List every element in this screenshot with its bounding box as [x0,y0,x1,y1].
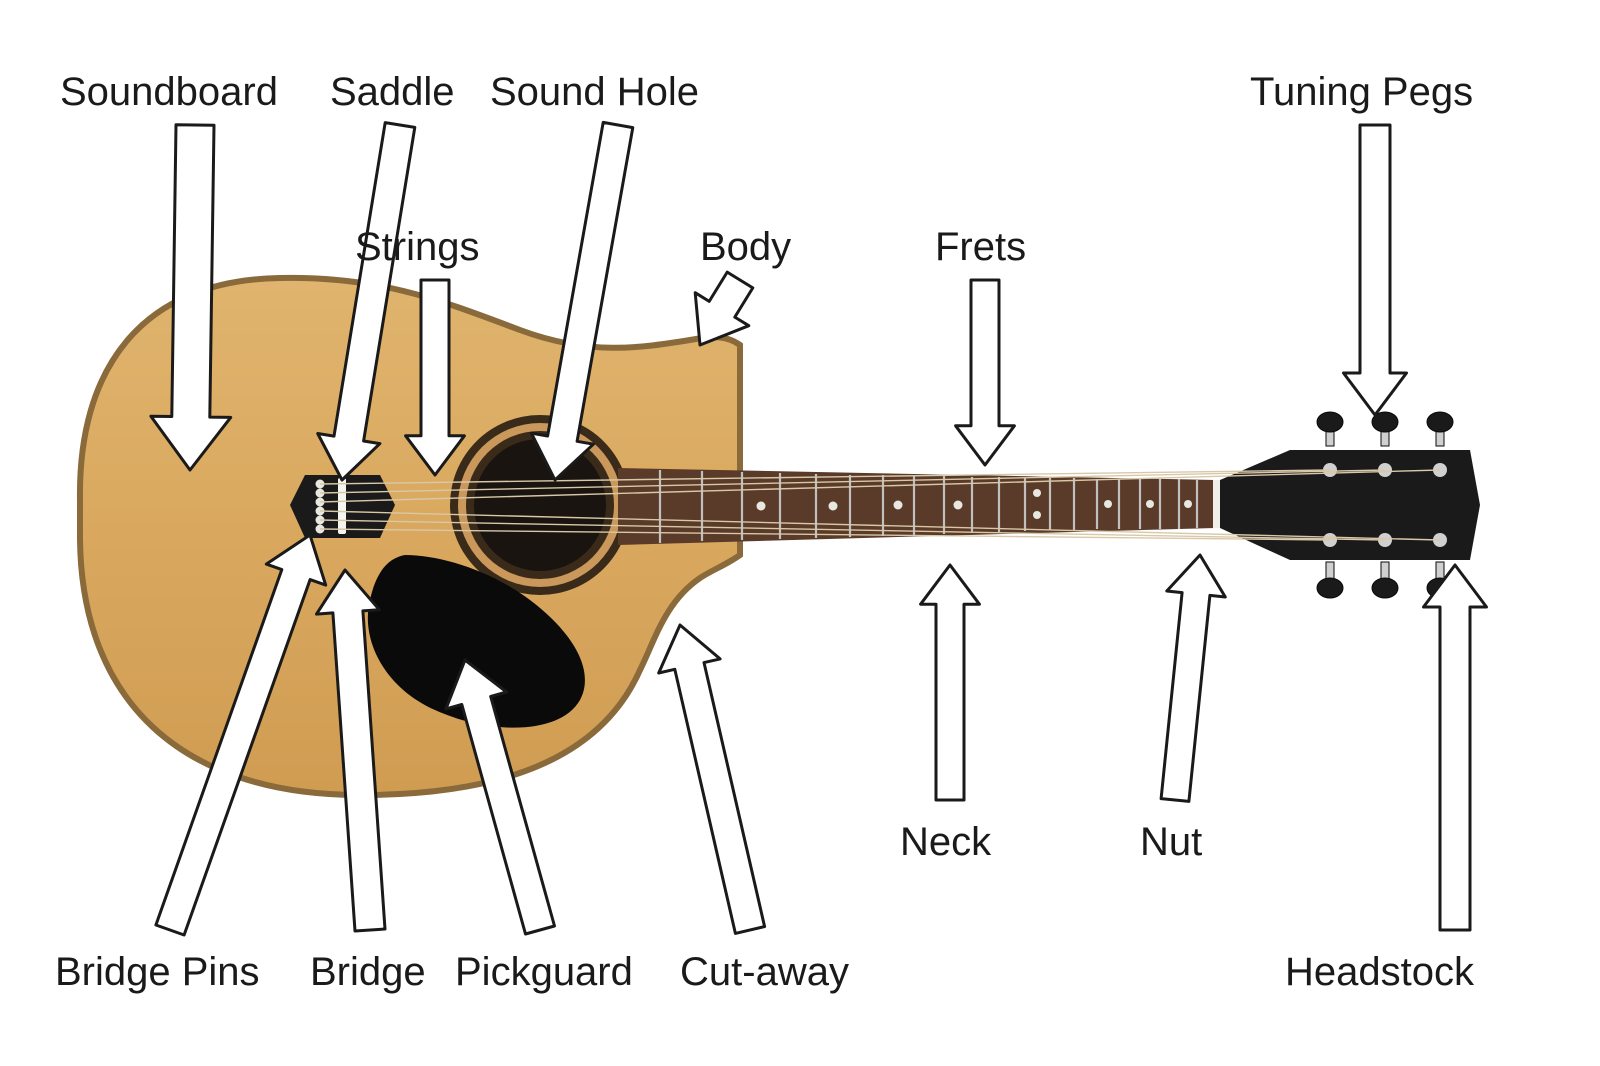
label-bridge: Bridge [310,950,426,995]
headstock [1220,412,1480,598]
label-tuning-pegs: Tuning Pegs [1250,70,1473,115]
label-soundboard: Soundboard [60,70,278,115]
label-bridge-pins: Bridge Pins [55,950,260,995]
label-pickguard: Pickguard [455,950,633,995]
label-frets: Frets [935,225,1026,270]
label-saddle: Saddle [330,70,455,115]
label-strings: Strings [355,225,480,270]
label-sound-hole: Sound Hole [490,70,699,115]
sound-hole [450,415,630,595]
label-nut: Nut [1140,820,1202,865]
guitar-illustration [0,0,1600,1066]
label-headstock: Headstock [1285,950,1474,995]
label-neck: Neck [900,820,991,865]
label-cut-away: Cut-away [680,950,849,995]
nut [1213,480,1220,528]
label-body: Body [700,225,791,270]
